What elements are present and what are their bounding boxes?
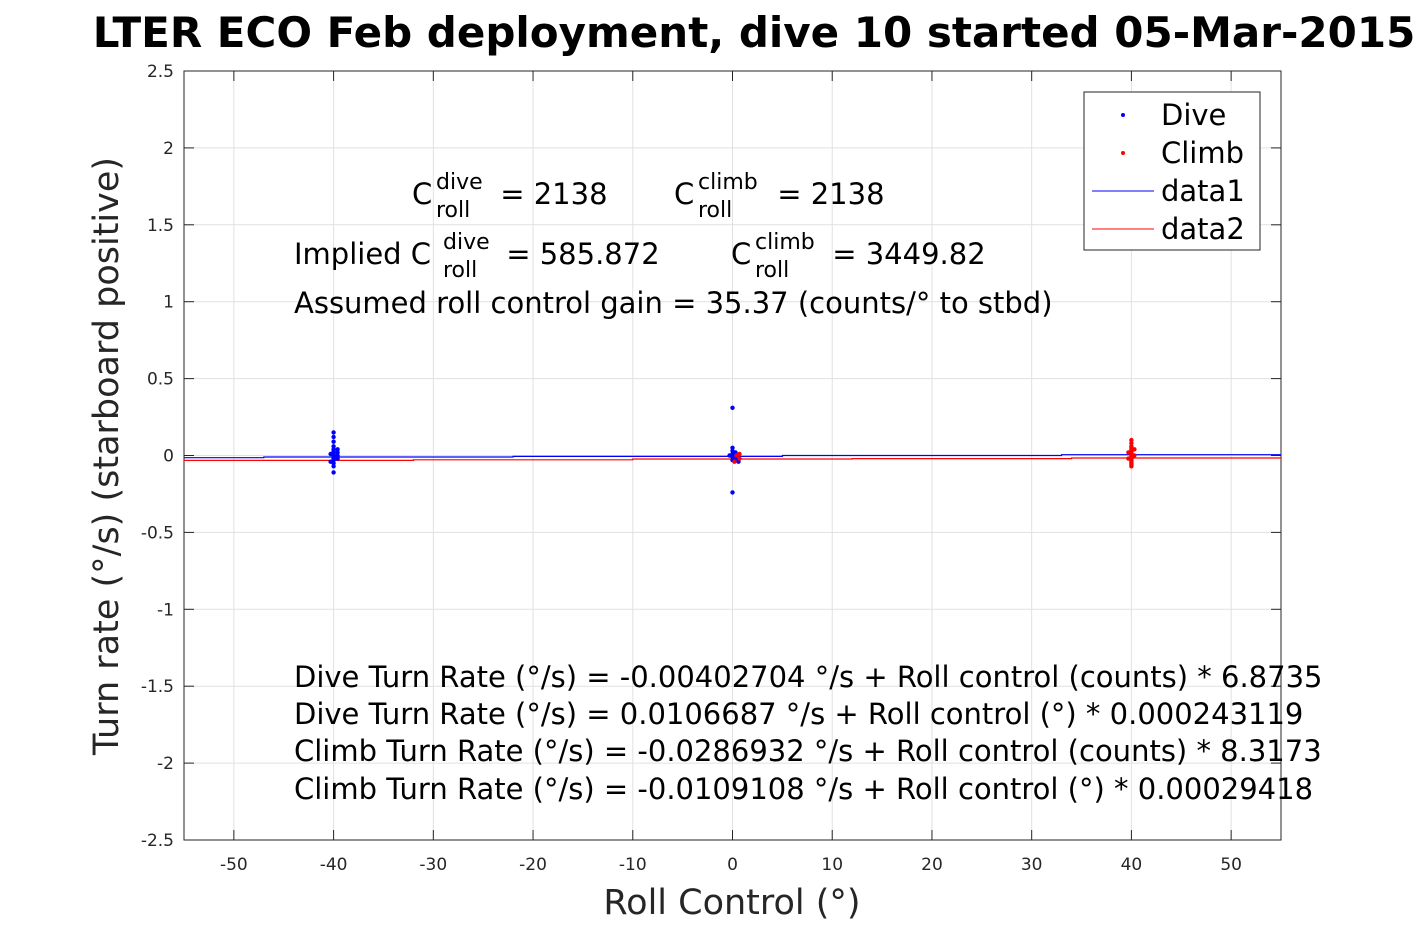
implied-climb-sup: climb [755, 230, 815, 255]
equation-climb-counts: Climb Turn Rate (°/s) = -0.0286932 °/s +… [294, 734, 1322, 768]
equation-dive-counts: Dive Turn Rate (°/s) = -0.00402704 °/s +… [294, 660, 1322, 694]
y-tick-label: -0.5 [141, 523, 174, 543]
y-tick-label: 1.5 [147, 216, 174, 236]
x-tick-label: 30 [1021, 855, 1043, 875]
x-tick-label: 20 [921, 855, 943, 875]
y-tick-label: 2.5 [147, 62, 174, 82]
equation-climb-degrees: Climb Turn Rate (°/s) = -0.0109108 °/s +… [294, 772, 1313, 806]
point-climb [1126, 456, 1131, 461]
point-climb [1126, 450, 1131, 455]
point-climb [1129, 437, 1134, 443]
implied-climb-value: = 3449.82 [823, 237, 986, 271]
legend: Dive Climb data1 data2 [1083, 91, 1261, 251]
point-climb [1132, 453, 1137, 458]
x-tick-label: -30 [419, 855, 447, 875]
roll-gain-annotation: Assumed roll control gain = 35.37 (count… [294, 286, 1053, 320]
implied-climb-symbol: C [731, 237, 751, 271]
legend-box [1083, 91, 1261, 251]
c-climb-sup: climb [698, 170, 758, 195]
point-dive [730, 405, 735, 410]
point-dive [328, 451, 333, 457]
point-dive [331, 434, 336, 440]
equation-dive-degrees: Dive Turn Rate (°/s) = 0.0106687 °/s + R… [294, 697, 1303, 731]
y-tick-label: 1 [163, 293, 174, 313]
point-climb [1129, 441, 1134, 446]
y-axis-label: Turn rate (°/s) (starboard positive) [87, 157, 127, 756]
c-dive-sub: roll [436, 198, 470, 223]
y-tick-label: -2 [157, 754, 174, 774]
annotation-coefficients: C dive roll = 2138 C climb roll = 2138 [412, 170, 885, 223]
legend-climb-marker [1121, 151, 1125, 155]
legend-data1-label: data1 [1161, 174, 1245, 208]
point-dive [328, 459, 333, 464]
series-line-data2 [184, 457, 1281, 461]
x-tick-label: -50 [220, 855, 248, 875]
c-climb-sub: roll [698, 198, 732, 223]
legend-dive-label: Dive [1161, 98, 1226, 132]
c-climb-symbol: C [674, 177, 694, 211]
point-dive [730, 445, 735, 450]
x-tick-label: 40 [1121, 855, 1143, 875]
implied-prefix: Implied C [294, 237, 431, 271]
data-points [328, 405, 1137, 495]
x-tick-label: -20 [519, 855, 547, 875]
x-tick-label: 50 [1220, 855, 1242, 875]
point-climb [1132, 447, 1137, 452]
y-axis-ticks: 2.5 2 1.5 1 0.5 0 -0.5 -1 -1.5 -2 -2.5 [141, 62, 1281, 851]
x-tick-label: -10 [619, 855, 647, 875]
chart-title: LTER ECO Feb deployment, dive 10 started… [93, 8, 1416, 57]
point-dive [730, 490, 735, 495]
c-dive-sup: dive [436, 170, 483, 195]
implied-dive-sub: roll [443, 258, 477, 283]
x-tick-label: 0 [727, 855, 738, 875]
y-tick-label: -1.5 [141, 677, 174, 697]
point-dive [331, 430, 336, 435]
y-tick-label: 0 [163, 447, 174, 467]
fit-equations: Dive Turn Rate (°/s) = -0.00402704 °/s +… [294, 660, 1322, 806]
y-tick-label: -1 [157, 600, 174, 620]
point-climb [737, 451, 742, 457]
c-dive-symbol: C [412, 177, 432, 211]
x-tick-label: -40 [320, 855, 348, 875]
series-line-data1 [184, 454, 1281, 459]
point-climb [737, 456, 742, 461]
implied-dive-value: = 585.872 [497, 237, 660, 271]
legend-dive-marker [1121, 113, 1125, 117]
point-dive [335, 447, 340, 452]
y-tick-label: 2 [163, 139, 174, 159]
annotation-implied-coefficients: Implied C dive roll = 585.872 C climb ro… [294, 230, 986, 283]
c-climb-value: = 2138 [768, 177, 885, 211]
y-tick-label: -2.5 [141, 831, 174, 851]
point-climb [1129, 464, 1134, 469]
x-tick-label: 10 [821, 855, 843, 875]
point-climb [732, 459, 737, 464]
point-dive [335, 450, 340, 455]
point-dive [335, 456, 340, 461]
implied-dive-sup: dive [443, 230, 490, 255]
point-dive [335, 453, 340, 458]
c-dive-value: = 2138 [491, 177, 608, 211]
y-tick-label: 0.5 [147, 370, 174, 390]
point-dive [331, 470, 336, 475]
point-dive [727, 453, 732, 458]
x-axis-ticks: -50 -40 -30 -20 -10 0 10 20 30 40 50 [220, 71, 1242, 875]
legend-climb-label: Climb [1161, 136, 1244, 170]
point-dive [331, 439, 336, 444]
point-dive [331, 464, 336, 469]
legend-data2-label: data2 [1161, 212, 1245, 246]
x-axis-label: Roll Control (°) [603, 883, 860, 923]
implied-climb-sub: roll [755, 258, 789, 283]
fit-lines [184, 454, 1281, 461]
